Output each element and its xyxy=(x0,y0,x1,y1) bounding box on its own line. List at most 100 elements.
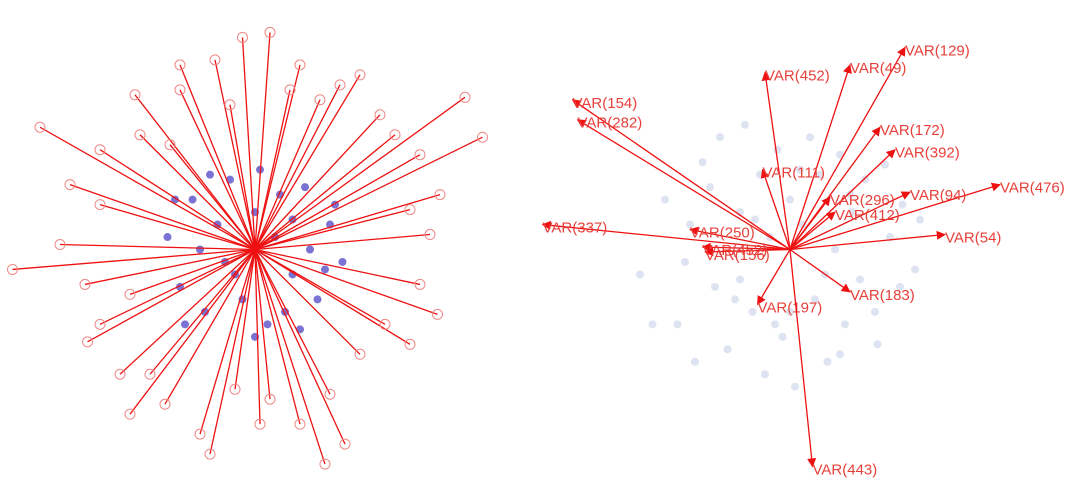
score-point xyxy=(836,350,844,359)
loading-arrow xyxy=(12,248,256,271)
loading-arrow xyxy=(119,249,256,375)
score-point xyxy=(786,195,794,204)
loading-tip xyxy=(134,129,146,141)
score-point xyxy=(848,208,857,217)
loading-label: VAR(282) xyxy=(578,115,643,132)
loading-arrow xyxy=(789,64,852,250)
score-point xyxy=(846,190,854,199)
loading-tip xyxy=(204,448,216,460)
loading-label: VAR(443) xyxy=(813,462,878,479)
loading-tip xyxy=(164,139,176,151)
loading-arrow xyxy=(234,249,256,390)
loading-tip xyxy=(404,204,416,216)
loading-arrow xyxy=(254,233,431,251)
loading-arrow xyxy=(39,126,256,251)
loading-tip xyxy=(7,263,18,275)
loading-arrow xyxy=(789,248,851,293)
loading-arrow xyxy=(254,84,341,250)
score-point xyxy=(823,357,832,366)
loading-arrow xyxy=(254,114,381,250)
score-point xyxy=(661,195,669,204)
loading-tip xyxy=(379,318,391,330)
loading-arrow xyxy=(761,71,791,250)
score-point xyxy=(188,195,197,204)
score-point xyxy=(798,220,807,229)
loading-label: VAR(296) xyxy=(830,192,895,209)
loading-arrow xyxy=(789,149,896,250)
score-point xyxy=(313,295,322,304)
loading-arrow xyxy=(789,182,1001,251)
loading-arrow xyxy=(760,168,791,250)
loading-tip xyxy=(404,338,416,350)
loading-tip xyxy=(129,89,141,101)
score-point xyxy=(698,158,707,167)
loading-tip xyxy=(264,393,276,405)
loading-arrow xyxy=(134,94,256,250)
score-point xyxy=(871,307,879,316)
loading-arrow xyxy=(254,249,331,395)
loading-label: VAR(337) xyxy=(543,220,608,237)
score-point xyxy=(301,183,309,192)
loading-arrow xyxy=(229,104,256,250)
loading-label: VAR(111) xyxy=(763,165,826,182)
score-point xyxy=(741,120,749,129)
score-point xyxy=(778,332,787,341)
loading-tip xyxy=(319,458,331,470)
score-point xyxy=(856,275,864,284)
loading-arrow xyxy=(254,136,483,251)
loading-tip xyxy=(432,308,443,320)
score-point xyxy=(751,215,759,224)
loading-arrow xyxy=(789,196,831,250)
loading-arrow xyxy=(254,208,411,251)
score-point xyxy=(686,220,694,229)
loading-arrow xyxy=(254,32,271,250)
score-point xyxy=(196,245,204,254)
loading-tip xyxy=(339,438,351,450)
loading-tip xyxy=(159,398,171,410)
score-point xyxy=(791,382,799,391)
loading-tip xyxy=(94,199,106,211)
score-point xyxy=(201,307,209,316)
loading-label: VAR(183) xyxy=(850,287,915,304)
loading-tip xyxy=(237,31,248,43)
loading-tip xyxy=(64,179,76,191)
score-point xyxy=(796,165,804,174)
loading-tip xyxy=(124,408,136,420)
score-point xyxy=(831,245,839,254)
loading-arrow xyxy=(254,249,326,465)
loading-arrow xyxy=(84,248,256,286)
loading-tip xyxy=(284,84,296,96)
loading-label: VAR(172) xyxy=(880,122,945,139)
loading-tip xyxy=(424,229,436,241)
loading-arrow xyxy=(199,249,256,435)
loading-arrow xyxy=(254,249,271,400)
loading-arrow xyxy=(254,248,421,286)
loading-label: VAR(94) xyxy=(910,187,966,204)
loading-arrow xyxy=(756,249,791,306)
loading-tip xyxy=(94,318,106,330)
loading-label: VAR(154) xyxy=(573,95,638,112)
score-point xyxy=(748,307,757,316)
score-point xyxy=(321,265,329,274)
loading-tip xyxy=(114,368,126,380)
loading-arrow xyxy=(789,191,911,251)
loading-label: VAR(197) xyxy=(758,299,823,316)
loading-tip xyxy=(34,121,46,133)
score-point xyxy=(681,257,689,266)
loading-tip xyxy=(94,144,106,156)
loading-tip xyxy=(389,129,401,141)
loading-label: VAR(54) xyxy=(945,229,1001,246)
loading-tip xyxy=(374,109,386,121)
loading-arrow xyxy=(254,154,421,251)
score-point xyxy=(163,233,172,242)
score-point xyxy=(898,200,907,209)
score-point xyxy=(771,320,779,329)
score-point xyxy=(911,265,919,274)
loading-tip xyxy=(82,336,93,348)
loading-arrow xyxy=(149,249,256,375)
loading-tip xyxy=(124,288,136,300)
loading-arrow xyxy=(99,203,256,251)
score-point xyxy=(873,340,882,349)
loading-tip xyxy=(144,368,156,380)
